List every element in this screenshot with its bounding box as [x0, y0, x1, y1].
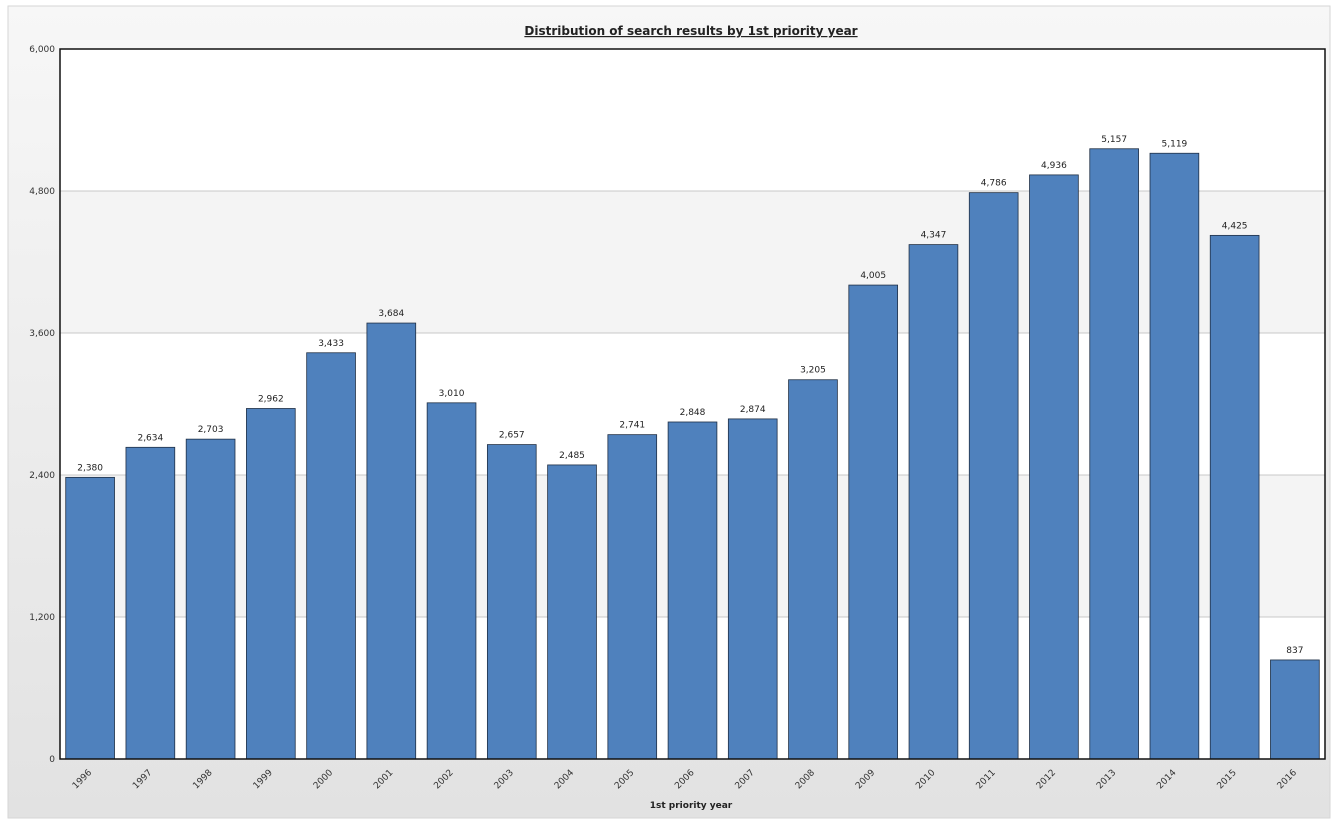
bar-2007 — [727, 418, 778, 760]
data-label-1996: 2,380 — [77, 463, 103, 473]
data-label-2004: 2,485 — [559, 451, 585, 461]
bar-2016 — [1270, 659, 1320, 760]
data-label-2011: 4,786 — [981, 179, 1007, 189]
y-tick-label: 1,200 — [29, 613, 55, 623]
bar-2005 — [607, 434, 658, 760]
data-label-1997: 2,634 — [137, 433, 163, 443]
bar-2011 — [968, 192, 1019, 760]
y-tick-label: 4,800 — [29, 187, 55, 197]
bar-2014 — [1149, 152, 1200, 760]
bar-2008 — [788, 379, 838, 760]
data-label-2012: 4,936 — [1041, 161, 1067, 171]
data-label-2001: 3,684 — [378, 309, 404, 319]
data-label-2003: 2,657 — [499, 431, 525, 441]
plot-area-border — [59, 48, 1326, 760]
data-label-2016: 837 — [1286, 646, 1303, 656]
y-axis-tick-labels: 0 1,200 2,400 3,600 4,800 6,000 — [29, 45, 55, 765]
data-label-2000: 3,433 — [318, 339, 344, 349]
bar-1996 — [65, 476, 115, 760]
bar-2001 — [366, 322, 417, 760]
bar-2010 — [908, 244, 959, 760]
bar-1998 — [185, 438, 236, 760]
bar-2003 — [486, 444, 537, 760]
data-label-1998: 2,703 — [198, 425, 224, 435]
data-label-2005: 2,741 — [619, 421, 645, 431]
data-label-2015: 4,425 — [1222, 221, 1248, 231]
y-tick-label: 0 — [49, 755, 55, 765]
data-label-2009: 4,005 — [860, 271, 886, 281]
bar-2004 — [547, 464, 597, 760]
data-labels: 2,380 2,634 2,703 2,962 3,433 3,684 3,010 2,657… — [77, 135, 1303, 656]
data-label-2008: 3,205 — [800, 366, 826, 376]
bar-2002 — [426, 402, 477, 760]
y-tick-label: 3,600 — [29, 329, 55, 339]
x-axis-label: 1st priority year — [650, 801, 733, 811]
bar-2012 — [1029, 174, 1079, 760]
bar-2009 — [848, 284, 899, 760]
data-label-2013: 5,157 — [1101, 135, 1127, 145]
y-tick-label: 6,000 — [29, 45, 55, 55]
data-label-2007: 2,874 — [740, 405, 766, 415]
data-label-2002: 3,010 — [439, 389, 465, 399]
bar-2013 — [1089, 148, 1139, 760]
bar-1997 — [125, 446, 176, 760]
data-label-2006: 2,848 — [680, 408, 706, 418]
data-label-1999: 2,962 — [258, 394, 284, 404]
data-label-2010: 4,347 — [921, 231, 947, 241]
y-tick-label: 2,400 — [29, 471, 55, 481]
bar-2015 — [1209, 234, 1260, 760]
bar-1999 — [246, 408, 296, 760]
bars — [65, 148, 1320, 760]
bar-2000 — [306, 352, 356, 760]
data-label-2014: 5,119 — [1162, 139, 1188, 149]
chart-title: Distribution of search results by 1st pr… — [524, 24, 857, 38]
bar-2006 — [667, 421, 718, 760]
